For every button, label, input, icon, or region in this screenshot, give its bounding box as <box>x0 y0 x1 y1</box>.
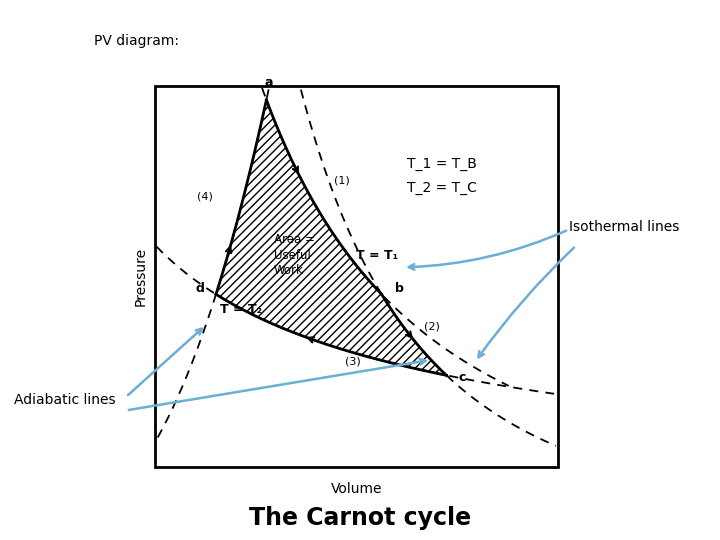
Text: Isothermal lines: Isothermal lines <box>569 220 679 234</box>
Text: Adiabatic lines: Adiabatic lines <box>14 393 116 407</box>
Text: T = T₁: T = T₁ <box>356 249 399 262</box>
Text: Pressure: Pressure <box>133 247 148 306</box>
Text: PV diagram:: PV diagram: <box>94 33 179 48</box>
Text: Useful: Useful <box>274 249 310 262</box>
Text: (1): (1) <box>334 176 350 186</box>
Text: Volume: Volume <box>330 482 382 496</box>
Text: d: d <box>196 281 204 295</box>
Bar <box>155 86 558 467</box>
Text: T = T₂: T = T₂ <box>220 303 261 316</box>
Text: T_1 = T_B: T_1 = T_B <box>407 157 477 171</box>
Text: (2): (2) <box>424 321 440 332</box>
Text: c: c <box>459 370 466 384</box>
Polygon shape <box>216 100 446 375</box>
Text: (4): (4) <box>197 192 213 202</box>
Text: b: b <box>395 281 404 295</box>
Text: The Carnot cycle: The Carnot cycle <box>249 507 471 530</box>
Text: a: a <box>264 76 273 90</box>
Text: Work: Work <box>274 264 303 278</box>
Text: T_2 = T_C: T_2 = T_C <box>407 181 477 195</box>
Text: Area =: Area = <box>274 233 315 246</box>
Text: (3): (3) <box>345 356 361 367</box>
